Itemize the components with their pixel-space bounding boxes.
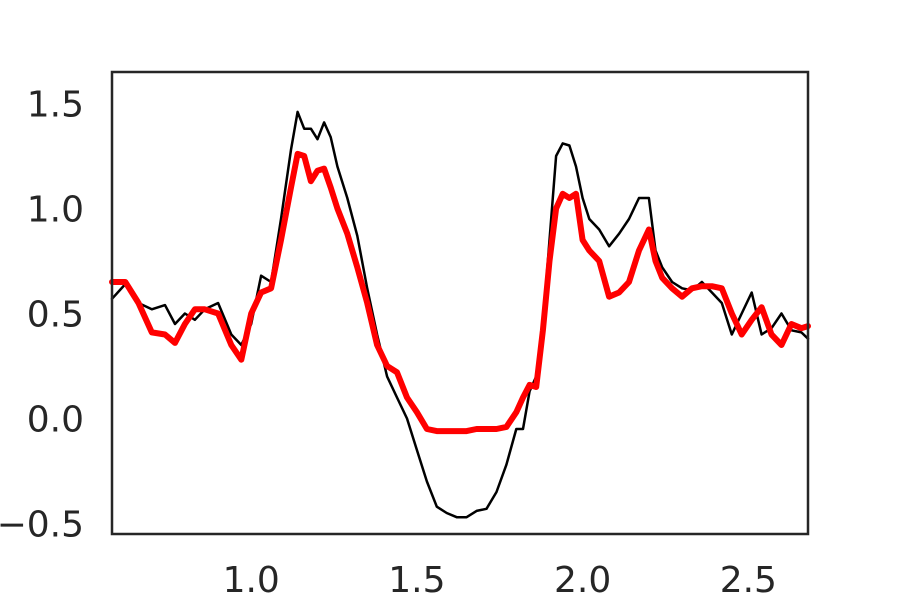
y-tick-label: 0.5 [27,295,84,336]
series-layer [109,110,811,519]
y-tick-label: 1.0 [27,190,84,231]
series-line-1 [109,150,811,435]
plot-frame [110,70,810,536]
x-axis-tick-labels: 1.0 1.5 2.0 2.5 [223,560,777,600]
x-tick-label: 1.5 [388,560,445,600]
y-tick-label: 0.0 [27,400,84,441]
y-axis-tick-labels: −0.5 0.0 0.5 1.0 1.5 [0,85,84,546]
y-tick-label: −0.5 [0,505,84,546]
x-tick-label: 2.5 [720,560,777,600]
x-tick-label: 1.0 [223,560,280,600]
x-tick-label: 2.0 [554,560,611,600]
y-tick-label: 1.5 [27,85,84,126]
